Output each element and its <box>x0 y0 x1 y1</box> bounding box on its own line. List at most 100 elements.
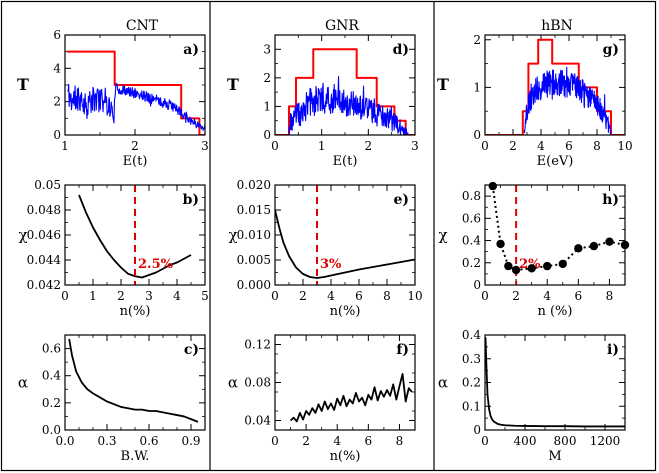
y-axis-label: α <box>228 374 238 392</box>
x-tick-label: 0.6 <box>139 434 158 448</box>
y-tick-label: 0.2 <box>462 256 481 270</box>
y-tick-label: 4 <box>53 61 61 75</box>
panel-label: b) <box>183 192 199 208</box>
y-axis-label: T <box>437 75 449 94</box>
series-chi-point <box>504 261 513 271</box>
y-axis-label: χ <box>438 226 447 244</box>
y-tick-label: 1 <box>473 80 481 94</box>
y-tick-label: 0.2 <box>42 396 61 410</box>
x-tick-label: 400 <box>514 434 537 448</box>
y-tick-label: 0.042 <box>27 278 61 292</box>
y-axis-label: χ <box>18 226 27 244</box>
y-tick-label: 0.12 <box>244 338 271 352</box>
x-tick-label: 0 <box>61 289 69 303</box>
x-tick-label: 2 <box>117 289 125 303</box>
x-tick-label: 1200 <box>590 434 621 448</box>
y-tick-label: 0.3 <box>462 352 481 366</box>
x-tick-label: 1 <box>89 289 97 303</box>
x-tick-label: 3 <box>145 289 153 303</box>
x-tick-label: 800 <box>554 434 577 448</box>
x-tick-label: 0 <box>481 434 489 448</box>
x-tick-label: 4 <box>543 289 551 303</box>
y-tick-label: 0 <box>473 128 481 142</box>
x-tick-label: 2 <box>131 139 139 153</box>
y-axis-label: α <box>18 374 28 392</box>
x-tick-label: 2 <box>509 139 517 153</box>
x-tick-label: 4 <box>333 434 341 448</box>
y-tick-label: 0.4 <box>462 328 481 342</box>
y-tick-label: 0.6 <box>42 342 61 356</box>
y-tick-label: 0 <box>473 423 481 437</box>
x-tick-label: 10 <box>617 139 632 153</box>
series-chi-point <box>511 265 521 275</box>
y-tick-label: 2 <box>53 95 61 109</box>
series-alpha-line <box>68 338 199 423</box>
series-chi-point <box>589 241 599 251</box>
data-group <box>68 338 199 423</box>
x-tick-label: 10 <box>407 289 422 303</box>
x-tick-label: 4 <box>173 289 181 303</box>
y-tick-label: 2 <box>473 33 481 47</box>
x-tick-label: 3 <box>201 139 209 153</box>
plot-frame <box>64 334 206 431</box>
y-tick-label: 0.044 <box>27 253 62 267</box>
column-title-cnt: CNT <box>126 18 159 34</box>
y-tick-label: 0.04 <box>244 414 271 428</box>
y-tick-label: 0.020 <box>237 178 271 192</box>
data-group <box>275 48 415 135</box>
chart-panel-c: 0.0 0.3 0.6 0.90.00.20.40.6B.W.αc) <box>18 334 206 464</box>
series-alpha-line <box>289 373 413 423</box>
chart-panel-f: 0 2 4 6 8 0.04 0.08 0.12 n(%) α f) <box>228 334 416 464</box>
plot-frame <box>274 184 416 286</box>
data-group <box>485 337 625 428</box>
panel-label: h) <box>602 192 619 208</box>
series-chi-point <box>574 244 583 253</box>
panel-label: g) <box>603 42 619 58</box>
series-chi-point <box>496 239 505 249</box>
column-title-gnr: GNR <box>325 18 359 34</box>
series-chi-line <box>78 194 192 279</box>
x-tick-label: 4 <box>327 289 335 303</box>
series-chi-point <box>543 261 552 271</box>
x-tick-label: 1 <box>61 139 69 153</box>
y-axis-label: T <box>17 75 29 94</box>
x-tick-label: 1 <box>318 139 326 153</box>
x-tick-label: 0 <box>271 434 279 448</box>
data-group <box>78 194 192 279</box>
panel-label: a) <box>183 42 199 58</box>
x-axis-label: n(%) <box>330 449 361 464</box>
x-axis-label: E(t) <box>333 154 358 169</box>
panel-label: f) <box>396 342 409 358</box>
series-ideal-line <box>67 50 205 135</box>
series-alpha-line <box>485 337 625 428</box>
series-chi-point <box>527 264 536 273</box>
threshold-marker-label: 2.5% <box>138 257 174 272</box>
y-tick-label: 1 <box>263 99 271 113</box>
chart-panel-i: 0 400 800 1200 0 0.1 0.2 0.3 0.4 Mα i) <box>438 328 626 464</box>
y-axis-label: α <box>438 374 448 392</box>
x-tick-label: 8 <box>396 434 404 448</box>
chart-panel-d: 0 1 2 3 0 1 2 3 E(t) Td) <box>227 34 419 169</box>
chart-panel-e: 0 2 4 6 8 10 0.000 0.005 0.010 0.015 0.020 n(%) χ 3% e… <box>228 178 422 319</box>
x-tick-label: 2 <box>512 289 520 303</box>
x-axis-label: E(t) <box>123 154 148 169</box>
x-axis-label: n(%) <box>330 304 361 319</box>
plot-frame <box>274 334 416 431</box>
x-tick-label: 6 <box>575 289 583 303</box>
data-group <box>275 209 415 279</box>
plot-frame <box>484 184 626 286</box>
x-axis-label: n (%) <box>537 304 572 319</box>
x-tick-label: 2 <box>299 289 307 303</box>
x-tick-label: 0 <box>481 289 489 303</box>
y-axis-label: T <box>227 75 239 94</box>
data-group <box>67 50 205 135</box>
y-tick-label: 0 <box>473 278 481 292</box>
y-tick-label: 3 <box>263 42 271 56</box>
y-tick-label: 0.046 <box>27 228 61 242</box>
x-tick-label: 8 <box>383 289 391 303</box>
x-tick-label: 3 <box>411 139 419 153</box>
threshold-marker-label: 3% <box>320 257 342 272</box>
chart-panel-g: 0 2 4 6 8 10 0 1 2 E(eV) Tg) <box>437 33 633 169</box>
x-axis-label: B.W. <box>121 449 150 464</box>
